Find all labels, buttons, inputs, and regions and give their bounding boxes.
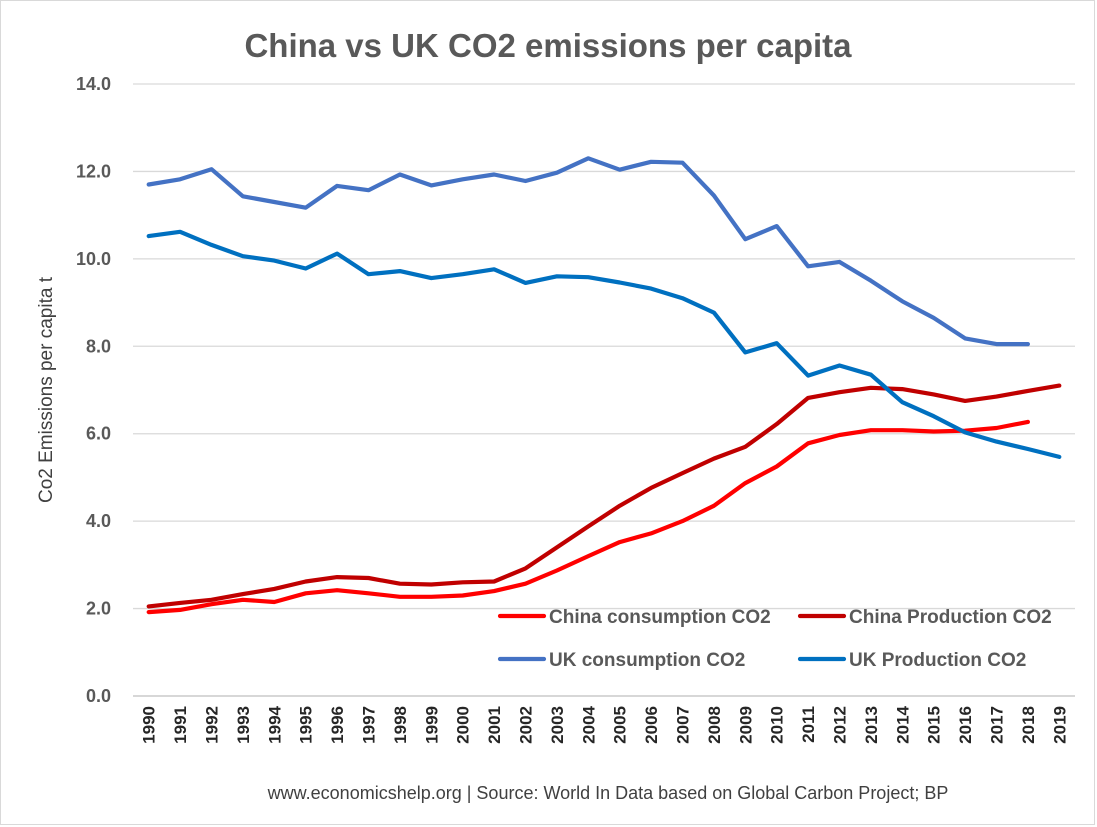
y-tick-label: 10.0 <box>76 249 111 269</box>
x-tick-label: 1999 <box>422 706 441 744</box>
y-tick-label: 2.0 <box>86 599 111 619</box>
x-tick-label: 1992 <box>203 706 222 744</box>
x-tick-label: 1997 <box>360 706 379 744</box>
source-note: www.economicshelp.org | Source: World In… <box>267 783 949 803</box>
x-tick-label: 2014 <box>893 705 912 743</box>
gridlines <box>133 83 1075 697</box>
x-tick-label: 2002 <box>517 706 536 744</box>
y-tick-label: 12.0 <box>76 161 111 181</box>
x-tick-label: 2015 <box>925 706 944 744</box>
legend-label: China consumption CO2 <box>549 607 771 628</box>
y-tick-label: 0.0 <box>86 686 111 706</box>
series-line-china-production-co2 <box>146 383 1062 609</box>
x-tick-label: 2018 <box>1019 706 1038 744</box>
y-axis-ticks: 0.0 2.0 4.0 6.0 8.0 10.0 12.0 14.0 <box>76 74 111 706</box>
y-tick-label: 8.0 <box>86 336 111 356</box>
x-tick-label: 1994 <box>265 705 284 743</box>
x-tick-label: 2016 <box>956 706 975 744</box>
y-axis-label: Co2 Emissions per capita t <box>36 276 57 503</box>
series-line-uk-consumption-co2 <box>146 156 1030 347</box>
x-tick-label: 1998 <box>391 706 410 744</box>
series-line-uk-production-co2 <box>146 229 1062 459</box>
x-tick-label: 2010 <box>768 706 787 744</box>
y-tick-label: 14.0 <box>76 74 111 94</box>
x-tick-label: 2011 <box>799 706 818 743</box>
x-tick-label: 2000 <box>454 706 473 744</box>
x-tick-label: 2012 <box>831 706 850 744</box>
y-tick-label: 6.0 <box>86 424 111 444</box>
series-lines <box>146 156 1062 615</box>
x-tick-label: 2013 <box>862 706 881 744</box>
x-tick-label: 2017 <box>988 706 1007 744</box>
x-tick-label: 2006 <box>642 706 661 744</box>
x-tick-label: 1995 <box>297 706 316 744</box>
x-axis-ticks: 1990 1991 1992 1993 1994 1995 1996 1997 1998 1999… <box>140 705 1070 743</box>
x-tick-label: 1990 <box>140 706 159 744</box>
x-tick-label: 2019 <box>1050 706 1069 744</box>
chart-title: China vs UK CO2 emissions per capita <box>244 27 852 64</box>
x-tick-label: 2005 <box>611 706 630 744</box>
series-line-china-consumption-co2 <box>146 419 1030 615</box>
legend-label: UK Production CO2 <box>849 650 1026 671</box>
x-tick-label: 2004 <box>579 705 598 743</box>
legend-label: UK consumption CO2 <box>549 650 745 671</box>
x-tick-label: 2007 <box>674 706 693 744</box>
x-tick-label: 2008 <box>705 706 724 744</box>
x-tick-label: 2001 <box>485 706 504 744</box>
x-tick-label: 2003 <box>548 706 567 744</box>
legend: China consumption CO2 China Production CO… <box>497 607 1052 671</box>
y-tick-label: 4.0 <box>86 511 111 531</box>
x-tick-label: 1996 <box>328 706 347 744</box>
x-tick-label: 1993 <box>234 706 253 744</box>
x-tick-label: 1991 <box>171 706 190 744</box>
x-tick-label: 2009 <box>736 706 755 744</box>
legend-label: China Production CO2 <box>849 607 1052 628</box>
